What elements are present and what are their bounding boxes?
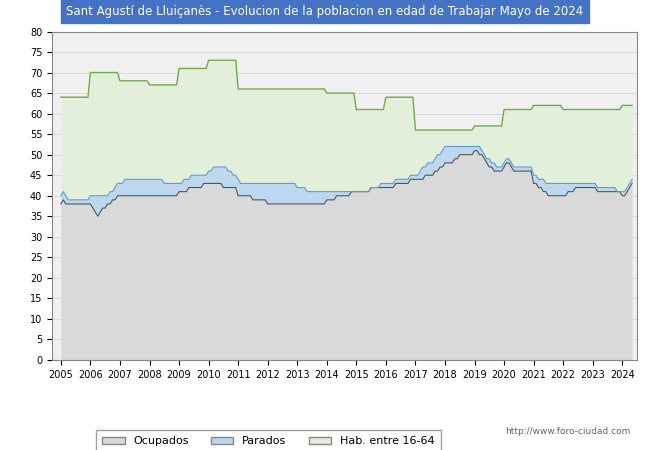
Text: http://www.foro-ciudad.com: http://www.foro-ciudad.com xyxy=(505,428,630,436)
Legend: Ocupados, Parados, Hab. entre 16-64: Ocupados, Parados, Hab. entre 16-64 xyxy=(96,430,441,450)
Text: Sant Agustí de Lluiçanès - Evolucion de la poblacion en edad de Trabajar Mayo de: Sant Agustí de Lluiçanès - Evolucion de … xyxy=(66,4,584,18)
